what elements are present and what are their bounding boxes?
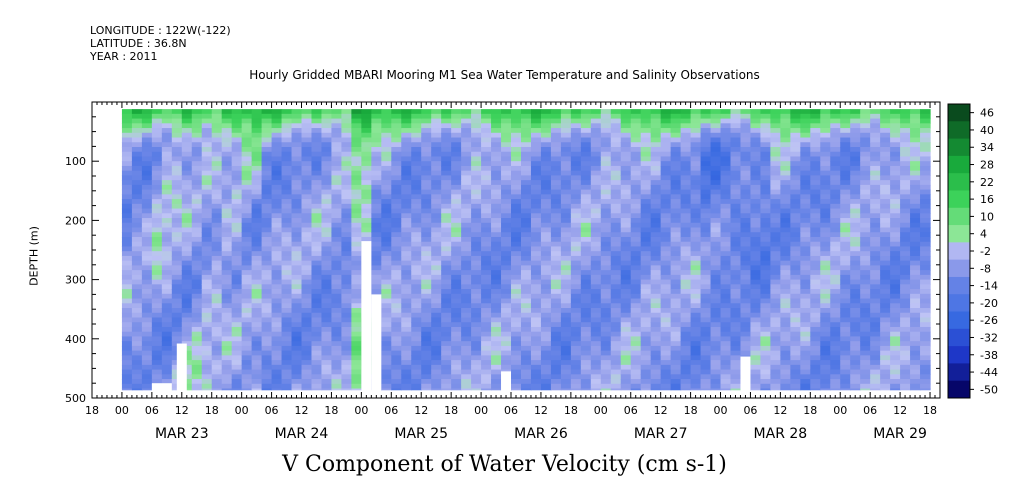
- colorbar-label: -38: [980, 349, 998, 362]
- x-hour-label: 00: [474, 404, 488, 417]
- colorbar: 46 40 34 28 22 16 10 4 -2 -8 -14 -20 -26 -32 -38 -44 -50: [947, 103, 998, 399]
- longitude-label: LONGITUDE : 122W(-122): [90, 24, 231, 37]
- x-date-label: MAR 27: [634, 426, 688, 442]
- missing-data-gap: [151, 383, 172, 391]
- colorbar-label: 28: [980, 159, 994, 172]
- y-tick-label: 300: [65, 274, 86, 287]
- x-hour-label: 00: [833, 404, 847, 417]
- x-hour-label: 18: [85, 404, 99, 417]
- y-tick-label: 400: [65, 333, 86, 346]
- x-date-label: MAR 25: [394, 426, 448, 442]
- colorbar-segment: [948, 225, 970, 243]
- heatmap-cells: [121, 109, 931, 391]
- x-hour-label: 18: [205, 404, 219, 417]
- colorbar-label: 40: [980, 124, 994, 137]
- colorbar-segment: [948, 276, 970, 295]
- x-hour-label: 06: [504, 404, 518, 417]
- colorbar-label: -2: [980, 245, 991, 258]
- colorbar-segment: [948, 242, 970, 261]
- x-date-label: MAR 24: [275, 426, 329, 442]
- x-hour-label: 18: [923, 404, 937, 417]
- colorbar-label: 22: [980, 176, 994, 189]
- x-hour-label: 18: [803, 404, 817, 417]
- colorbar-segment: [948, 173, 970, 191]
- x-hour-label: 12: [414, 404, 428, 417]
- missing-data-gap: [361, 241, 372, 391]
- colorbar-segment: [948, 207, 970, 226]
- x-hour-label: 12: [295, 404, 309, 417]
- x-hour-label: 12: [534, 404, 548, 417]
- x-hour-label: 18: [684, 404, 698, 417]
- chart-title: Hourly Gridded MBARI Mooring M1 Sea Wate…: [249, 68, 760, 82]
- colorbar-frame: [947, 103, 971, 399]
- colorbar-label: -50: [980, 383, 998, 396]
- colorbar-segment: [948, 363, 970, 382]
- x-hour-label: 12: [893, 404, 907, 417]
- x-date-label: MAR 28: [754, 426, 808, 442]
- x-hour-label: 06: [145, 404, 159, 417]
- colorbar-segment: [948, 138, 970, 157]
- x-hour-label: 18: [444, 404, 458, 417]
- x-date-label: MAR 29: [873, 426, 927, 442]
- x-hour-label: 12: [773, 404, 787, 417]
- colorbar-label: -32: [980, 331, 998, 344]
- y-tick-label: 500: [65, 392, 86, 405]
- colorbar-segment: [948, 190, 970, 209]
- colorbar-segment: [948, 121, 970, 140]
- x-date-label: MAR 23: [155, 426, 209, 442]
- x-date-label: MAR 26: [514, 426, 568, 442]
- colorbar-label: -44: [980, 366, 998, 379]
- x-hour-label: 06: [265, 404, 279, 417]
- x-hour-label: 00: [354, 404, 368, 417]
- colorbar-segment: [948, 259, 970, 278]
- x-hour-label: 00: [115, 404, 129, 417]
- x-hour-label: 18: [324, 404, 338, 417]
- colorbar-label: -8: [980, 262, 991, 275]
- colorbar-label: -20: [980, 297, 998, 310]
- colorbar-label: 34: [980, 141, 994, 154]
- x-hour-label: 00: [714, 404, 728, 417]
- colorbar-segment: [948, 155, 970, 174]
- missing-data-gap: [176, 343, 187, 391]
- x-hour-label: 00: [235, 404, 249, 417]
- colorbar-segment: [948, 380, 970, 399]
- x-hour-label: 12: [175, 404, 189, 417]
- x-hour-label: 12: [654, 404, 668, 417]
- x-axis-label: V Component of Water Velocity (cm s-1): [282, 452, 727, 477]
- x-hour-label: 06: [743, 404, 757, 417]
- colorbar-segment: [948, 328, 970, 347]
- colorbar-segment: [948, 311, 970, 330]
- year-label: YEAR : 2011: [90, 50, 158, 63]
- x-hour-label: 06: [384, 404, 398, 417]
- y-tick-label: 100: [65, 155, 86, 168]
- y-tick-label: 200: [65, 214, 86, 227]
- missing-data-gap: [371, 294, 382, 391]
- x-hour-label: 06: [863, 404, 877, 417]
- x-hour-label: 00: [594, 404, 608, 417]
- colorbar-label: 10: [980, 210, 994, 223]
- missing-data-gap: [740, 356, 751, 391]
- colorbar-segment: [948, 346, 970, 364]
- colorbar-label: 46: [980, 107, 994, 120]
- colorbar-segment: [948, 294, 970, 313]
- missing-data-gap: [501, 371, 512, 391]
- x-hour-label: 06: [624, 404, 638, 417]
- latitude-label: LATITUDE : 36.8N: [90, 37, 187, 50]
- colorbar-label: 4: [980, 228, 987, 241]
- colorbar-label: -14: [980, 280, 998, 293]
- colorbar-segment: [948, 104, 970, 122]
- colorbar-label: -26: [980, 314, 998, 327]
- colorbar-label: 16: [980, 193, 994, 206]
- x-hour-label: 18: [564, 404, 578, 417]
